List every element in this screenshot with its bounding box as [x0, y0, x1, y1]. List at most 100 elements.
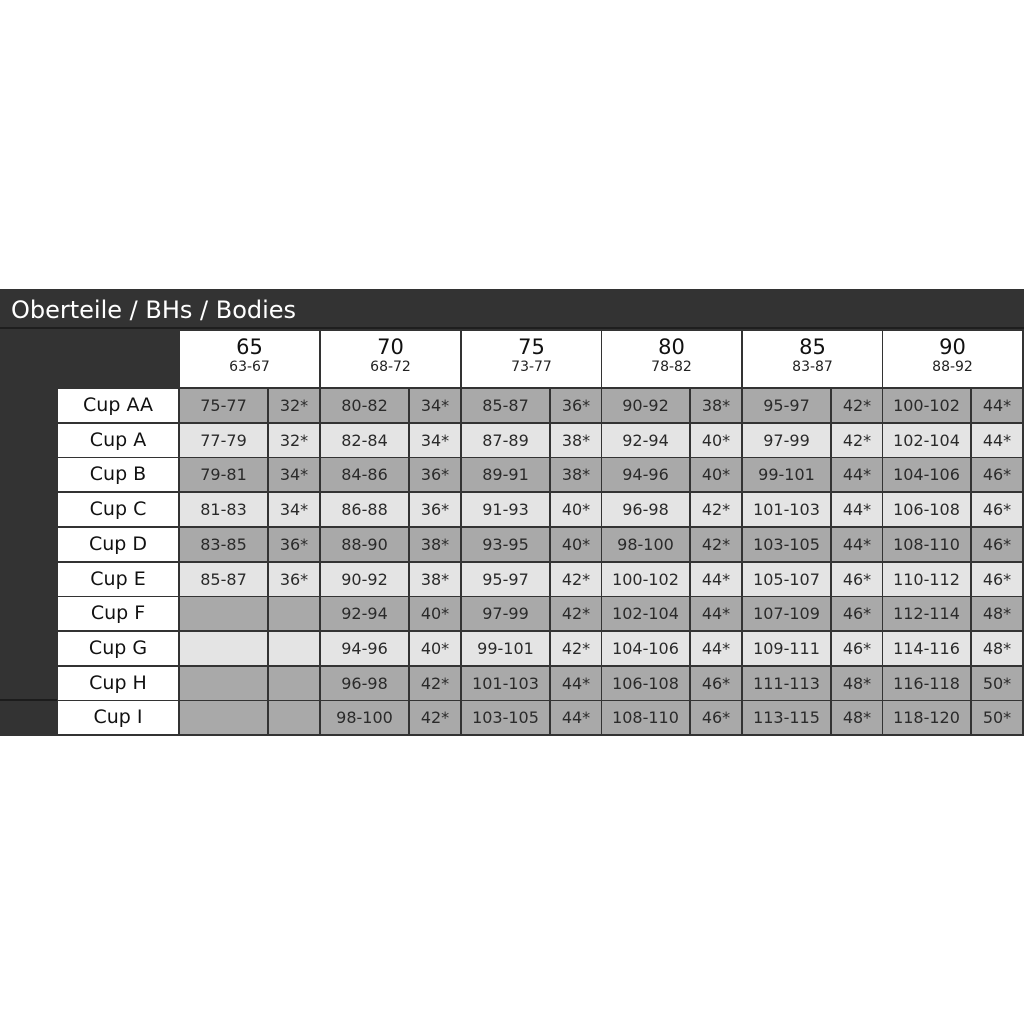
band-range: 83-87	[792, 359, 833, 375]
size-cell: 46*	[972, 563, 1022, 596]
underbust-range-cell: 82-84	[321, 424, 408, 457]
band-range: 73-77	[511, 359, 552, 375]
size-cell: 38*	[551, 424, 601, 457]
underbust-range-cell: 100-102	[883, 389, 970, 422]
underbust-range-cell: 102-104	[883, 424, 970, 457]
size-cell: 42*	[551, 563, 601, 596]
underbust-range-cell: 85-87	[462, 389, 549, 422]
band-range: 88-92	[932, 359, 973, 375]
underbust-range-cell: 75-77	[180, 389, 267, 422]
band-range: 78-82	[651, 359, 692, 375]
underbust-range-cell: 101-103	[462, 667, 549, 700]
size-cell: 50*	[972, 667, 1022, 700]
underbust-range-cell: 92-94	[602, 424, 689, 457]
underbust-range-cell: 85-87	[180, 563, 267, 596]
underbust-range-cell	[180, 701, 267, 734]
band-size: 75	[518, 335, 545, 359]
size-cell: 48*	[832, 701, 882, 734]
size-cell	[269, 667, 319, 700]
underbust-range-cell: 103-105	[743, 528, 830, 561]
cup-label: Cup I	[58, 701, 178, 734]
size-cell: 34*	[410, 424, 460, 457]
band-header: 85 83-87	[743, 331, 882, 387]
underbust-range-cell: 81-83	[180, 493, 267, 526]
underbust-range-cell: 79-81	[180, 458, 267, 491]
underbust-range-cell: 95-97	[743, 389, 830, 422]
underbust-range-cell: 93-95	[462, 528, 549, 561]
band-size: 90	[939, 335, 966, 359]
size-cell: 44*	[691, 563, 741, 596]
size-cell: 48*	[972, 597, 1022, 630]
size-cell: 34*	[410, 389, 460, 422]
band-header: 75 73-77	[462, 331, 601, 387]
underbust-range-cell: 110-112	[883, 563, 970, 596]
size-cell: 46*	[691, 701, 741, 734]
underbust-range-cell: 108-110	[602, 701, 689, 734]
underbust-range-cell: 86-88	[321, 493, 408, 526]
cup-label: Cup B	[58, 458, 178, 491]
cup-label: Cup D	[58, 528, 178, 561]
underbust-range-cell: 106-108	[602, 667, 689, 700]
underbust-range-cell: 116-118	[883, 667, 970, 700]
size-cell: 46*	[832, 563, 882, 596]
size-cell: 46*	[832, 632, 882, 665]
size-cell: 50*	[972, 701, 1022, 734]
size-cell	[269, 632, 319, 665]
size-cell: 42*	[551, 632, 601, 665]
size-cell: 46*	[972, 528, 1022, 561]
underbust-range-cell: 96-98	[602, 493, 689, 526]
band-range: 68-72	[370, 359, 411, 375]
underbust-range-cell: 105-107	[743, 563, 830, 596]
underbust-range-cell: 99-101	[462, 632, 549, 665]
band-size: 70	[377, 335, 404, 359]
underbust-range-cell	[180, 597, 267, 630]
cup-label: Cup E	[58, 563, 178, 596]
cup-label: Cup G	[58, 632, 178, 665]
size-cell: 40*	[691, 458, 741, 491]
size-cell: 44*	[551, 701, 601, 734]
underbust-range-cell: 103-105	[462, 701, 549, 734]
underbust-range-cell: 104-106	[602, 632, 689, 665]
underbust-range-cell: 108-110	[883, 528, 970, 561]
size-cell: 32*	[269, 389, 319, 422]
size-cell: 44*	[832, 458, 882, 491]
size-cell: 40*	[691, 424, 741, 457]
band-size: 85	[799, 335, 826, 359]
band-header: 90 88-92	[883, 331, 1022, 387]
band-header: 80 78-82	[602, 331, 741, 387]
size-cell: 44*	[691, 632, 741, 665]
size-cell: 44*	[551, 667, 601, 700]
underbust-range-cell: 90-92	[602, 389, 689, 422]
band-header: 65 63-67	[180, 331, 319, 387]
size-cell: 42*	[551, 597, 601, 630]
size-cell: 38*	[691, 389, 741, 422]
underbust-range-cell: 98-100	[602, 528, 689, 561]
size-cell: 46*	[972, 493, 1022, 526]
underbust-range-cell	[180, 667, 267, 700]
band-range: 63-67	[229, 359, 270, 375]
size-cell: 48*	[832, 667, 882, 700]
size-chart: Oberteile / BHs / Bodies 65 63-67 70 68-72 7…	[0, 289, 1024, 736]
underbust-range-cell: 91-93	[462, 493, 549, 526]
underbust-range-cell: 99-101	[743, 458, 830, 491]
underbust-range-cell: 97-99	[743, 424, 830, 457]
underbust-range-cell: 95-97	[462, 563, 549, 596]
underbust-range-cell: 89-91	[462, 458, 549, 491]
size-cell: 36*	[410, 493, 460, 526]
underbust-range-cell: 118-120	[883, 701, 970, 734]
cup-label: Cup C	[58, 493, 178, 526]
size-cell: 46*	[691, 667, 741, 700]
size-cell: 40*	[551, 493, 601, 526]
size-cell: 40*	[410, 632, 460, 665]
underbust-range-cell: 111-113	[743, 667, 830, 700]
size-cell: 40*	[410, 597, 460, 630]
underbust-range-cell: 83-85	[180, 528, 267, 561]
underbust-range-cell: 107-109	[743, 597, 830, 630]
size-cell: 48*	[972, 632, 1022, 665]
size-cell: 36*	[410, 458, 460, 491]
underbust-range-cell	[180, 632, 267, 665]
band-size: 80	[658, 335, 685, 359]
underbust-range-cell: 100-102	[602, 563, 689, 596]
underbust-range-cell: 114-116	[883, 632, 970, 665]
underbust-range-cell: 109-111	[743, 632, 830, 665]
